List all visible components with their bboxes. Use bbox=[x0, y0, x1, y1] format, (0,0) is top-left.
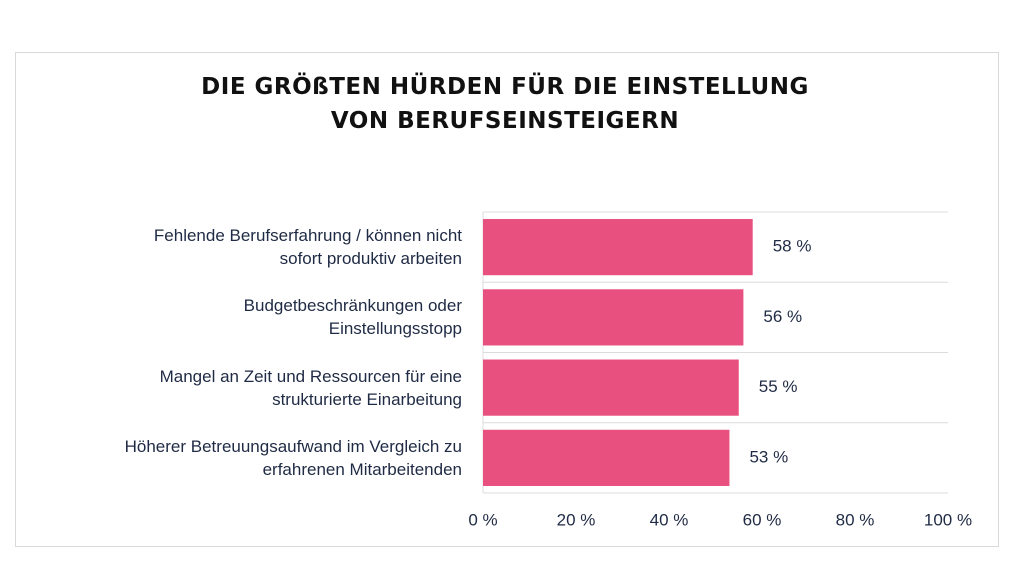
value-label: 56 % bbox=[763, 307, 802, 326]
x-tick-label: 60 % bbox=[743, 510, 782, 529]
y-tick-label: Mangel an Zeit und Ressourcen für eine s… bbox=[159, 366, 462, 409]
x-tick-label: 0 % bbox=[468, 510, 497, 529]
y-tick-label: Höherer Betreuungsaufwand im Vergleich z… bbox=[124, 436, 462, 479]
chart-card bbox=[15, 52, 999, 547]
chart-title: DIE GRÖßTEN HÜRDEN FÜR DIE EINSTELLUNG V… bbox=[201, 74, 809, 134]
value-label: 55 % bbox=[759, 377, 798, 396]
bar bbox=[483, 429, 730, 486]
x-tick-label: 40 % bbox=[650, 510, 689, 529]
x-tick-label: 100 % bbox=[924, 510, 972, 529]
x-tick-label: 20 % bbox=[557, 510, 596, 529]
x-tick-label: 80 % bbox=[836, 510, 875, 529]
value-label: 58 % bbox=[773, 237, 812, 256]
bar bbox=[483, 289, 744, 346]
value-label: 53 % bbox=[749, 447, 788, 466]
y-tick-label: Budgetbeschränkungen oder Einstellungsst… bbox=[243, 296, 462, 339]
bar bbox=[483, 359, 739, 416]
y-tick-label: Fehlende Berufserfahrung / können nicht … bbox=[153, 226, 462, 269]
bar bbox=[483, 219, 753, 276]
